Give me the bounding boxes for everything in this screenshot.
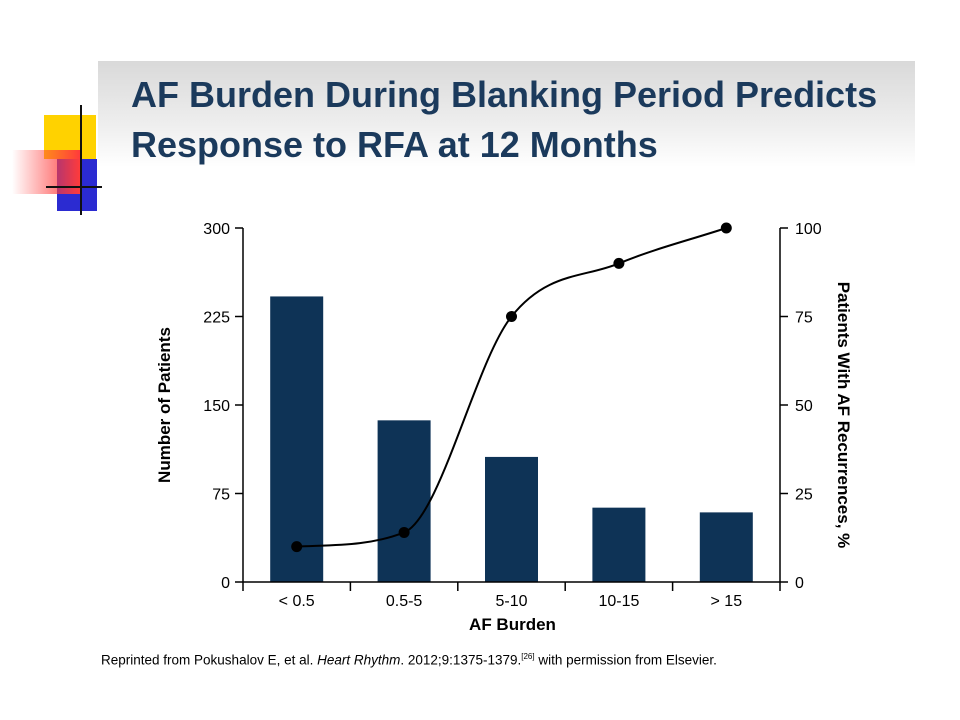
recurrence-point-4 <box>720 222 732 234</box>
x-axis-title: AF Burden <box>469 615 556 634</box>
citation-journal: Heart Rhythm <box>317 652 401 668</box>
y2-tick-label-1: 25 <box>795 487 813 504</box>
bar-0 <box>270 296 324 582</box>
y2-axis-title: Patients With AF Recurrences, % <box>834 282 853 549</box>
recurrence-point-0 <box>291 541 303 553</box>
slide-title: AF Burden During Blanking Period Predict… <box>131 74 878 165</box>
recurrence-line <box>296 227 727 548</box>
citation-ref: [26] <box>521 652 535 661</box>
y2-tick-label-2: 50 <box>795 398 813 415</box>
y2-tick-label-3: 75 <box>795 310 813 327</box>
recurrence-point-1 <box>398 526 410 538</box>
y2-tick-label-4: 100 <box>795 221 822 238</box>
y-tick-label-3: 225 <box>203 310 230 327</box>
citation-prefix: Reprinted from Pokushalov E, et al. <box>101 652 318 668</box>
bar-3 <box>592 507 646 582</box>
y-axis-title: Number of Patients <box>155 327 174 483</box>
citation-end: with permission from Elsevier. <box>534 652 717 668</box>
bar-1 <box>377 420 431 582</box>
x-tick-label-4: > 15 <box>711 593 743 610</box>
bar-2 <box>485 456 538 582</box>
x-tick-label-0: < 0.5 <box>279 593 315 610</box>
recurrence-point-3 <box>613 257 625 269</box>
title-band <box>98 61 915 167</box>
bar-4 <box>699 512 753 582</box>
y-tick-label-1: 75 <box>212 487 230 504</box>
y-tick-label-2: 150 <box>203 398 230 415</box>
y2-tick-label-0: 0 <box>795 575 804 592</box>
recurrence-point-2 <box>506 311 517 322</box>
citation-suffix: . 2012;9:1375-1379. <box>400 652 522 668</box>
x-tick-label-1: 0.5-5 <box>386 593 423 610</box>
citation: Reprinted from Pokushalov E, et al. Hear… <box>101 652 921 668</box>
y-tick-label-4: 300 <box>203 221 230 238</box>
x-tick-label-2: 5-10 <box>495 593 527 610</box>
y-tick-label-0: 0 <box>221 575 230 592</box>
x-tick-label-3: 10-15 <box>598 593 639 610</box>
